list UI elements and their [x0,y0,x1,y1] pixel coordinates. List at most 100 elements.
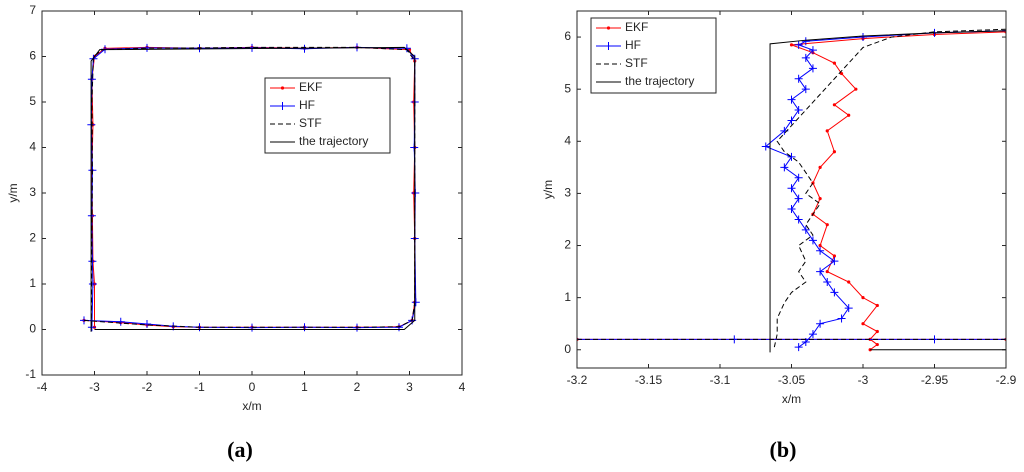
marker [808,236,817,245]
marker [402,44,411,53]
marker [818,165,822,169]
panel-label: (b) [770,437,797,462]
x-axis-label: x/m [242,399,261,413]
marker [787,95,796,104]
marker [801,225,810,234]
marker [761,142,770,151]
marker [410,143,419,152]
marker [832,254,837,258]
marker [832,150,837,154]
legend-label: EKF [625,20,648,34]
marker [411,298,420,307]
marker [808,64,817,73]
series-line [90,46,416,332]
plot-area [42,11,462,375]
marker [88,257,97,266]
x-tick-label: -3.1 [710,373,731,387]
marker [875,329,879,334]
legend-box [590,17,717,94]
y-tick-label: -1 [25,367,36,381]
x-tick-label: -3 [89,380,100,394]
x-tick-label: -3.2 [567,373,588,387]
marker [808,330,817,339]
y-tick-label: 6 [29,49,36,63]
x-tick-label: -2.95 [921,373,949,387]
marker [801,85,810,94]
marker [830,288,839,297]
marker [143,320,151,329]
marker [794,343,803,352]
series-line [577,28,1006,348]
marker [278,102,287,110]
x-tick-label: -3.15 [635,373,663,387]
y-axis-label: y/m [541,180,555,199]
marker [88,280,97,288]
y-tick-label: 0 [29,322,36,336]
marker [825,269,829,274]
marker [787,205,796,214]
legend-label: the trajectory [299,134,368,148]
y-tick-label: 4 [564,133,571,147]
marker [87,323,96,332]
x-tick-label: -1 [194,380,205,394]
marker [606,26,611,30]
marker [280,86,285,90]
marker [794,194,803,203]
marker [861,322,865,326]
marker [794,173,803,182]
x-tick-label: -4 [37,380,48,394]
marker [116,317,125,326]
marker [825,223,829,227]
marker [830,257,839,266]
x-tick-label: 3 [406,380,413,394]
marker [844,304,853,313]
marker [816,319,825,328]
marker [816,246,825,255]
x-tick-label: 0 [249,380,256,394]
marker [823,278,832,287]
marker [808,46,817,55]
x-tick-label: 4 [459,380,466,394]
marker [411,189,420,197]
panel-label: (a) [227,437,253,462]
marker [801,37,810,46]
x-tick-label: -3 [858,373,869,387]
x-tick-label: 1 [301,380,308,394]
marker [787,116,796,125]
marker [847,113,851,117]
marker [839,71,844,76]
marker [875,303,879,308]
y-tick-label: 5 [29,94,36,108]
y-tick-label: 3 [29,185,36,199]
y-tick-label: 6 [564,29,571,43]
legend-label: STF [625,56,648,70]
marker [87,75,96,84]
y-tick-label: 1 [29,276,36,290]
marker [837,314,846,323]
y-tick-label: 2 [29,231,36,245]
y-tick-label: 7 [29,3,36,17]
y-tick-label: 5 [564,81,571,95]
legend-label: HF [625,38,641,52]
legend-label: STF [299,116,322,130]
axes-box [41,10,463,376]
y-tick-label: 1 [564,290,571,304]
marker [861,296,865,300]
marker [780,163,789,172]
marker [832,103,837,107]
marker [604,42,613,50]
plot-content [577,26,1006,353]
marker [832,61,837,65]
series-line [769,30,1006,353]
marker [825,129,829,133]
marker [847,280,851,284]
marker [801,53,810,62]
y-tick-label: 0 [564,342,571,356]
marker [818,197,822,201]
marker [300,44,309,53]
marker [818,243,822,248]
plot-content [80,43,420,332]
x-tick-label: -2.9 [996,373,1017,387]
legend-box [264,77,391,154]
